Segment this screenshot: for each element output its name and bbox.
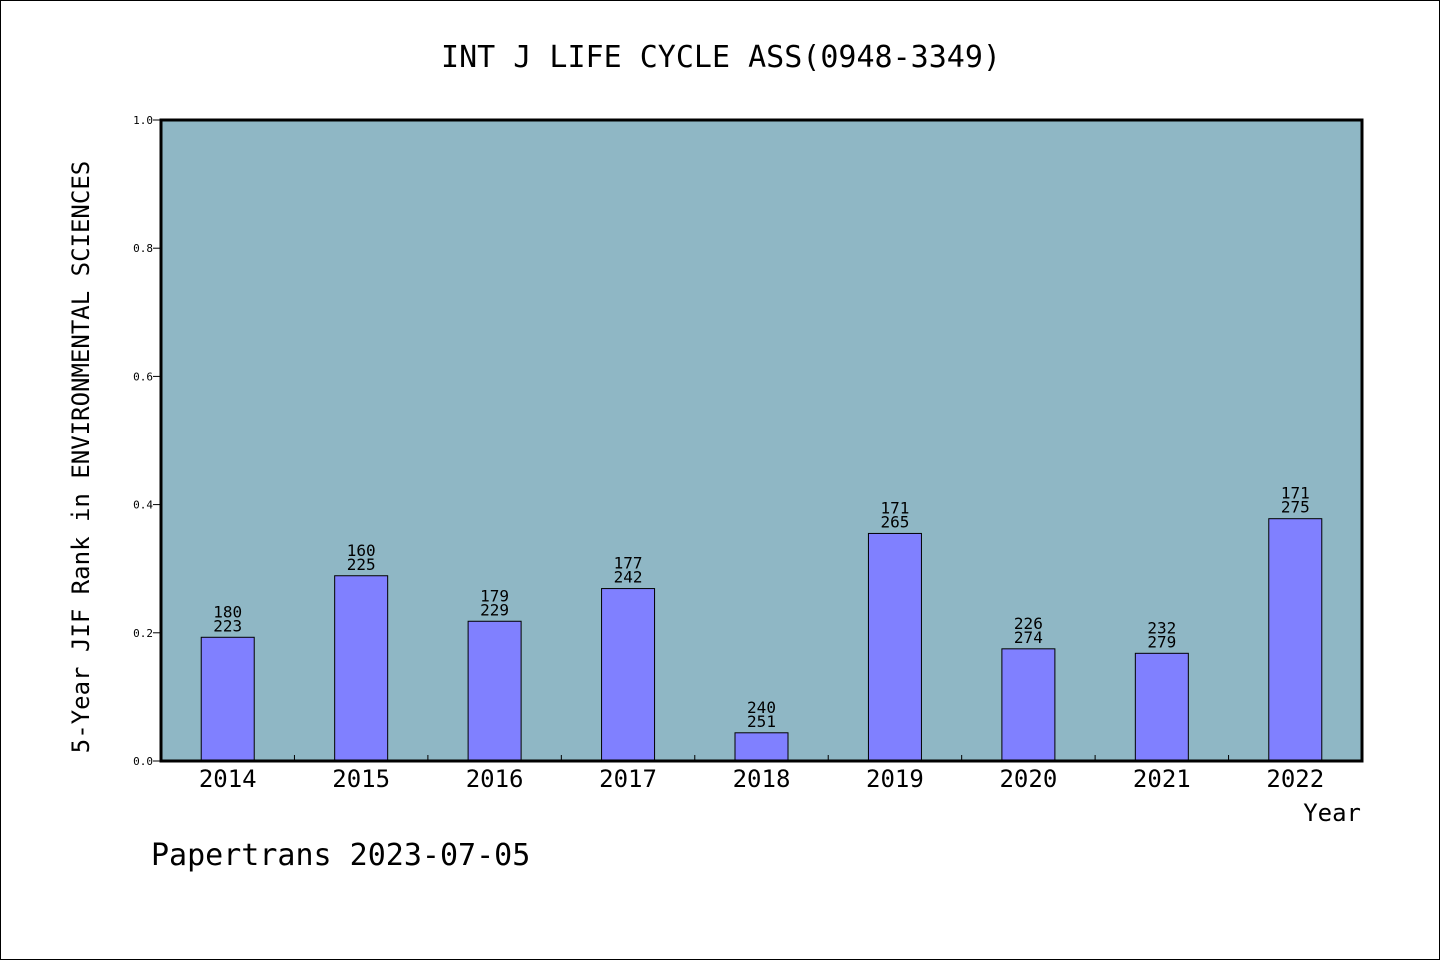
x-axis-label: Year [1303, 799, 1361, 827]
bar-label-total: 229 [480, 600, 509, 619]
x-tick-label: 2022 [1266, 765, 1324, 793]
x-tick-label: 2018 [733, 765, 791, 793]
bar [200, 636, 255, 762]
bar-label-total: 225 [347, 555, 376, 574]
bar-label-rank: 240 [747, 698, 776, 717]
bar [867, 532, 922, 762]
bar-label-rank: 160 [347, 541, 376, 560]
bar-label-total: 251 [747, 712, 776, 731]
x-tick-label: 2016 [466, 765, 524, 793]
y-tick-label: 0.6 [133, 370, 153, 383]
bar [334, 575, 389, 762]
bar-label-total: 275 [1281, 498, 1310, 517]
plot-border [159, 118, 1364, 763]
bar-label-total: 223 [213, 616, 242, 635]
bar-label-rank: 177 [614, 554, 643, 573]
bar-label-total: 274 [1014, 628, 1043, 647]
bar [1001, 648, 1056, 762]
y-tick-label: 0.8 [133, 242, 153, 255]
bar [1268, 518, 1323, 762]
chart-title: INT J LIFE CYCLE ASS(0948-3349) [441, 40, 1001, 75]
bar-label-rank: 232 [1147, 618, 1176, 637]
x-tick-label: 2014 [199, 765, 257, 793]
bar-label-rank: 171 [880, 498, 909, 517]
x-tick-label: 2019 [866, 765, 924, 793]
y-tick-label: 1.0 [133, 114, 153, 127]
x-tick-label: 2020 [999, 765, 1057, 793]
x-tick-label: 2021 [1133, 765, 1191, 793]
y-tick-label: 0.4 [133, 499, 153, 512]
bar-label-rank: 180 [213, 602, 242, 621]
bar-label-total: 242 [614, 568, 643, 587]
bar-label-rank: 179 [480, 586, 509, 605]
bar-label-total: 265 [880, 512, 909, 531]
x-tick-label: 2015 [332, 765, 390, 793]
bar-label-rank: 171 [1281, 484, 1310, 503]
y-tick-label: 0.2 [133, 627, 153, 640]
y-axis-ticks: 0.0 0.2 0.4 0.6 0.8 1.0 [133, 114, 161, 768]
y-axis-label: 5-Year JIF Rank in ENVIRONMENTAL SCIENCE… [67, 161, 95, 753]
x-axis-ticks: 2014 2015 2016 2017 2018 2019 2020 2021 2022 [199, 755, 1324, 793]
bar [467, 620, 522, 762]
bar-label-rank: 226 [1014, 614, 1043, 633]
bars-layer: 1802231602251792291772422402511712652262… [200, 484, 1323, 762]
footer-credit: Papertrans 2023-07-05 [151, 838, 530, 873]
bar-label-total: 279 [1147, 632, 1176, 651]
bar [601, 588, 656, 762]
bar [734, 732, 789, 762]
bar [1134, 652, 1189, 762]
x-tick-label: 2017 [599, 765, 657, 793]
y-tick-label: 0.0 [133, 755, 153, 768]
